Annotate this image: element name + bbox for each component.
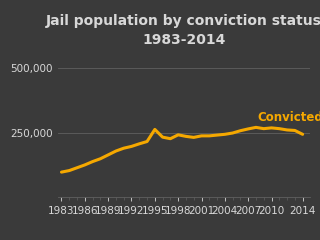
Text: Convicted: Convicted xyxy=(258,110,320,124)
Title: Jail population by conviction status
1983-2014: Jail population by conviction status 198… xyxy=(46,14,320,48)
